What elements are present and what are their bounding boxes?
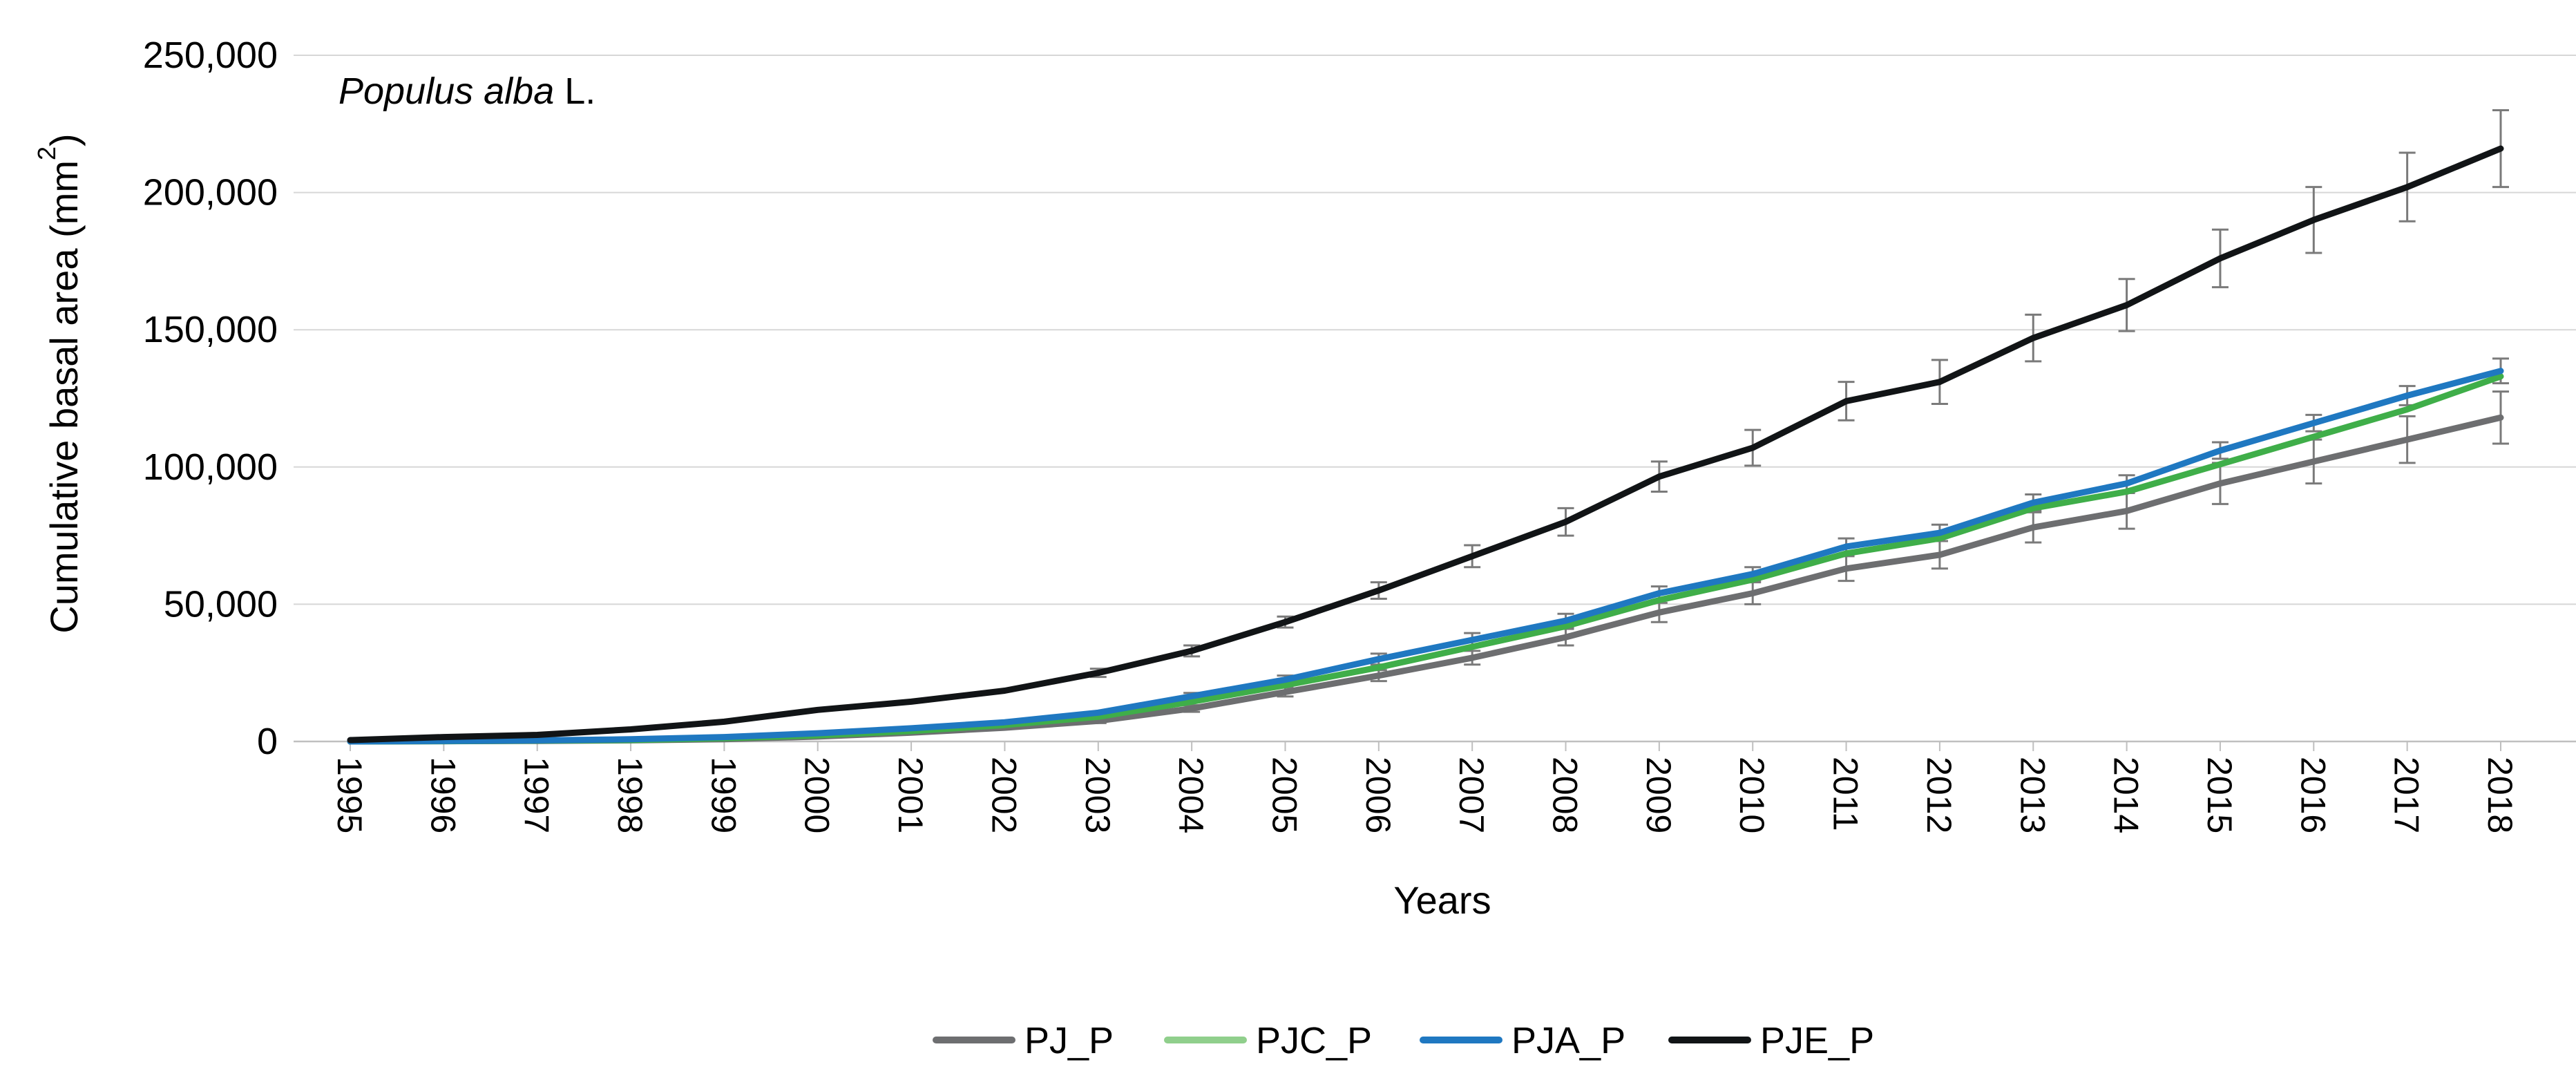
x-tick-label: 2012 [1920, 757, 1958, 833]
series-line-pja-p [347, 368, 2504, 745]
series-line-pjc-p [347, 373, 2504, 745]
x-tick-label: 1996 [423, 757, 462, 833]
x-tick-label: 2017 [2387, 757, 2426, 833]
y-tick-label: 100,000 [143, 446, 278, 488]
x-tick-label: 2004 [1172, 757, 1210, 833]
x-tick-label: 2007 [1452, 757, 1491, 833]
x-tick-label: 2008 [1546, 757, 1585, 833]
x-tick-label: 2014 [2107, 757, 2146, 833]
x-tick-label: 1995 [330, 757, 369, 833]
y-tick-label: 250,000 [143, 35, 278, 76]
legend-item: PJA_P [1420, 1020, 1625, 1061]
y-tick-label: 50,000 [164, 583, 278, 625]
species-annotation: Populus alba L. [338, 70, 595, 112]
series-line-pje-p [347, 145, 2504, 744]
legend-item: PJE_P [1668, 1020, 1874, 1061]
x-tick-label: 2006 [1359, 757, 1397, 833]
x-tick-label: 2013 [2013, 757, 2052, 833]
x-tick-label: 2018 [2481, 757, 2519, 833]
x-tick-label: 2001 [891, 757, 930, 833]
x-axis-title: Years [1393, 878, 1491, 922]
legend-item: PJ_P [933, 1020, 1114, 1061]
x-tick-label: 2016 [2293, 757, 2332, 833]
legend-label: PJC_P [1256, 1020, 1372, 1061]
x-tick-label: 2000 [798, 757, 837, 833]
legend-item: PJC_P [1164, 1020, 1372, 1061]
x-tick-label: 1997 [517, 757, 556, 833]
x-tick-label: 2005 [1265, 757, 1304, 833]
x-tick-label: 2015 [2200, 757, 2239, 833]
y-tick-label: 200,000 [143, 172, 278, 214]
legend-label: PJA_P [1511, 1020, 1625, 1061]
series-lines [347, 145, 2504, 745]
legend-label: PJ_P [1024, 1020, 1114, 1061]
error-bars [1089, 108, 2509, 724]
x-tick-label: 2003 [1078, 757, 1117, 833]
y-tick-label: 150,000 [143, 309, 278, 350]
x-tick-label: 2009 [1639, 757, 1678, 833]
x-tick-label: 2011 [1826, 757, 1865, 831]
x-tick-label: 1999 [704, 757, 743, 833]
x-tick-label: 2010 [1733, 757, 1771, 833]
x-tick-label: 1998 [611, 757, 649, 833]
y-axis-title: Cumulative basal area (mm2) [32, 133, 86, 633]
legend-label: PJE_P [1760, 1020, 1874, 1061]
tick-labels: 0 50,000 100,000 150,000 200,000 250,000 1995 1… [143, 35, 2519, 833]
y-tick-label: 0 [257, 721, 278, 762]
x-tick-label: 2002 [984, 757, 1023, 833]
legend: PJ_P PJC_P PJA_P PJE_P [933, 1020, 1874, 1061]
gridlines [294, 55, 2576, 605]
